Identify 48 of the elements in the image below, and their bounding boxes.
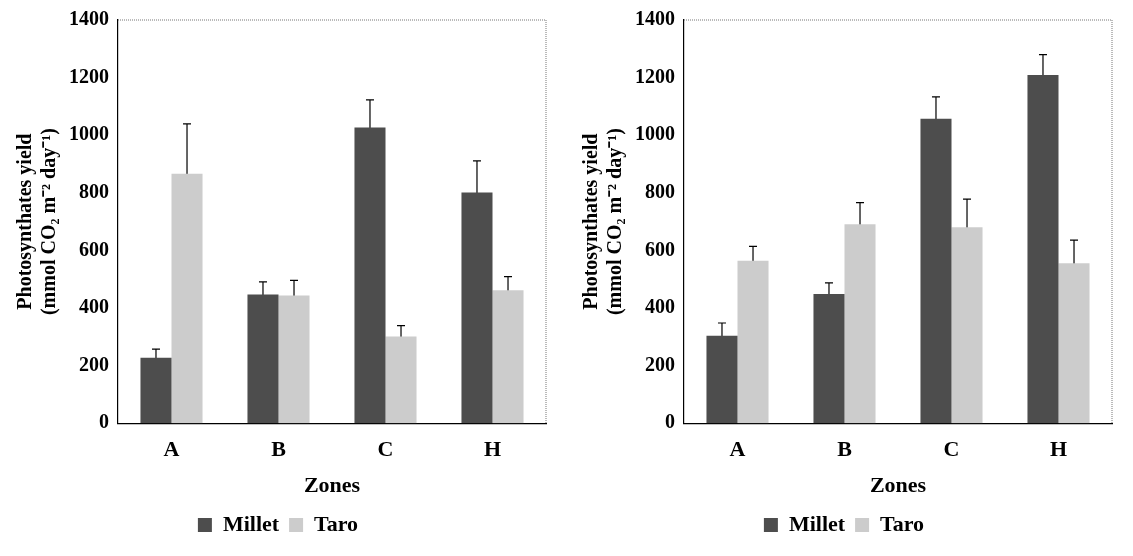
y-axis-title: Photosynthates yield (mmol CO₂ m⁻² day⁻¹) [13, 128, 61, 316]
x-tick-label: C [943, 436, 960, 462]
bar [1027, 75, 1059, 424]
bar [171, 173, 203, 424]
y-tick-label: 400 [79, 295, 109, 318]
legend-label: Millet [788, 510, 846, 536]
bar [706, 335, 738, 424]
x-tick-label: H [483, 436, 502, 462]
y-tick-label: 200 [79, 352, 109, 375]
bar [920, 118, 952, 424]
bar [354, 127, 386, 424]
y-tick-label: 600 [645, 237, 675, 260]
x-axis-title: Zones [869, 472, 927, 498]
x-tick-label: A [729, 436, 746, 462]
y-tick-label: 1000 [69, 122, 109, 145]
y-axis-title: Photosynthates yield (mmol CO₂ m⁻² day⁻¹) [579, 128, 627, 316]
y-tick-label: 600 [79, 237, 109, 260]
x-axis-title: Zones [303, 472, 361, 498]
bar [492, 290, 524, 424]
y-tick-label: 1400 [635, 7, 675, 30]
bar [737, 260, 769, 424]
y-tick-label: 1400 [69, 7, 109, 30]
y-tick-label: 800 [79, 179, 109, 202]
bar [813, 293, 845, 424]
y-tick-label: 1000 [635, 122, 675, 145]
y-tick-label: 400 [645, 295, 675, 318]
bar [140, 357, 172, 424]
x-tick-label: A [163, 436, 180, 462]
x-tick-label: B [271, 436, 287, 462]
y-tick-label: 1200 [69, 64, 109, 87]
x-tick-label: H [1049, 436, 1068, 462]
bar [385, 336, 417, 424]
bar [1058, 263, 1090, 424]
y-tick-label: 800 [645, 179, 675, 202]
y-tick-label: 0 [99, 410, 109, 433]
legend-label: Taro [314, 510, 359, 536]
x-tick-label: C [377, 436, 394, 462]
y-tick-label: 1200 [635, 64, 675, 87]
legend-label: Millet [222, 510, 280, 536]
bar [278, 295, 310, 424]
bar [247, 294, 279, 424]
bar [951, 227, 983, 424]
bar [461, 192, 493, 424]
legend-label: Taro [880, 510, 925, 536]
y-tick-label: 200 [645, 352, 675, 375]
x-tick-label: B [837, 436, 853, 462]
y-tick-label: 0 [665, 410, 675, 433]
bar [844, 224, 876, 424]
